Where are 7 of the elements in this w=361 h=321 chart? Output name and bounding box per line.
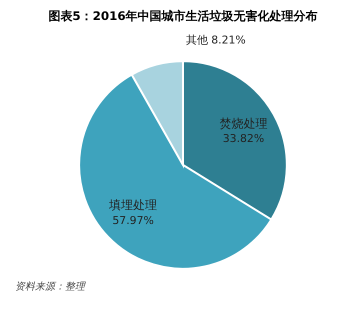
slice-label: 填埋处理 — [108, 198, 158, 212]
data-label: 33.82% — [222, 132, 264, 146]
slice-label: 焚烧处理 — [219, 116, 268, 130]
text: 资料来源：整理 — [14, 280, 86, 293]
data-label: 57.97% — [112, 214, 154, 227]
slice-label: 其他 8.21% — [186, 34, 246, 47]
chart-title: 图表5：2016年中国城市生活垃圾无害化处理分布 — [48, 8, 318, 23]
